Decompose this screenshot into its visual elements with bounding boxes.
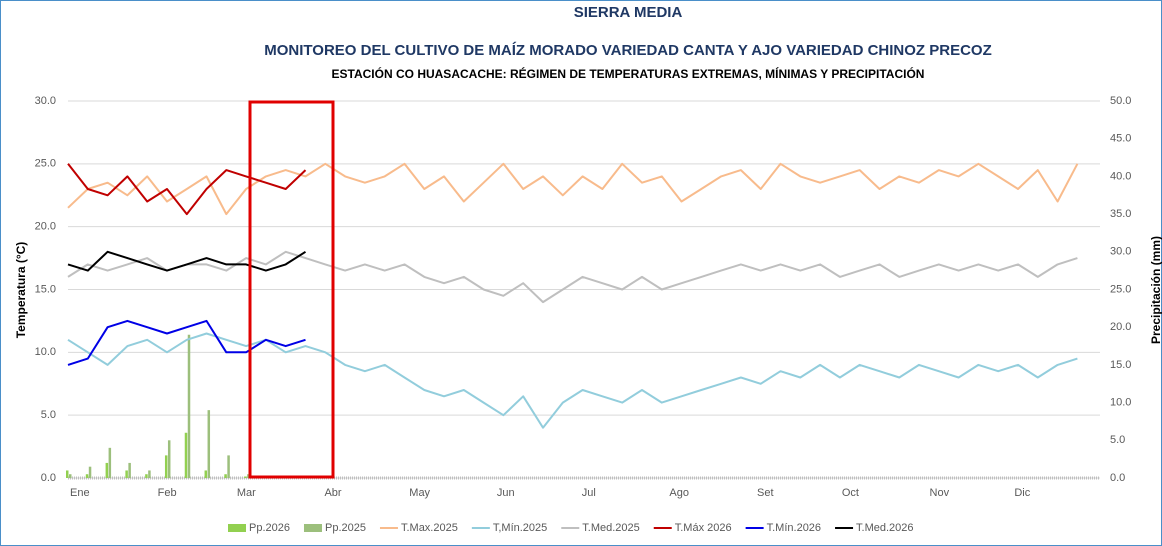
legend-label: T.Máx 2026: [675, 522, 732, 534]
y2-tick-label: 40.0: [1110, 170, 1131, 182]
legend-label: Pp.2025: [325, 522, 366, 534]
x-tick-label: Ago: [669, 487, 689, 499]
bar: [184, 432, 188, 478]
legend-label: T.Med.2026: [856, 522, 913, 534]
legend-label: T,Mín.2025: [493, 522, 547, 534]
y-tick-label: 25.0: [35, 158, 56, 170]
y2-tick-label: 20.0: [1110, 321, 1131, 333]
bar: [244, 476, 247, 478]
y-tick-label: 20.0: [35, 221, 56, 233]
plot-area: 0.0 5.0 10.0 15.0 20.0 25.0 30.0 0.0 5.0 10.0 15.0…: [35, 95, 1132, 499]
x-tick-label: Ene: [70, 487, 90, 499]
bar: [227, 455, 230, 478]
x-tick-label: May: [409, 487, 430, 499]
y-tick-label: 0.0: [41, 472, 56, 484]
legend-swatch: [228, 524, 246, 532]
x-tick-label: Mar: [237, 487, 256, 499]
y2-tick-label: 35.0: [1110, 208, 1131, 220]
y-tick-label: 15.0: [35, 283, 56, 295]
bar: [66, 470, 69, 478]
legend-swatch: [303, 524, 322, 532]
bar: [167, 440, 171, 478]
y-axis-title: Temperatura (°C): [14, 242, 28, 339]
bar: [247, 474, 250, 478]
bar: [204, 470, 208, 478]
y2-tick-label: 5.0: [1110, 434, 1125, 446]
bar: [187, 334, 191, 478]
legend-label: T.Max.2025: [401, 522, 458, 534]
y2-tick-label: 15.0: [1110, 359, 1131, 371]
chart-title: SIERRA MEDIA: [574, 4, 683, 21]
x-tick-label: Feb: [158, 487, 177, 499]
bar: [164, 455, 168, 478]
bar: [69, 474, 72, 478]
bar: [224, 474, 227, 478]
bar: [128, 462, 131, 478]
y-tick-label: 5.0: [41, 409, 56, 421]
highlight-box: [248, 100, 335, 479]
legend-label: T.Med.2025: [582, 522, 639, 534]
x-tick-label: Dic: [1014, 487, 1030, 499]
line: [67, 162, 1079, 216]
y-tick-label: 30.0: [35, 95, 56, 107]
y2-axis-title: Precipitación (mm): [1149, 236, 1162, 344]
x-tick-label: Nov: [930, 487, 950, 499]
y2-tick-label: 25.0: [1110, 283, 1131, 295]
legend: Pp.2026 Pp.2025 T.Max.2025 T,Mín.2025 T.Med.…: [228, 522, 914, 534]
y-tick-label: 10.0: [35, 346, 56, 358]
legend-label: Pp.2026: [249, 522, 290, 534]
line: [67, 332, 1078, 429]
bar: [148, 470, 151, 478]
y2-tick-label: 0.0: [1110, 472, 1125, 484]
x-tick-label: Oct: [842, 487, 859, 499]
bar: [105, 462, 109, 478]
bar: [207, 410, 211, 478]
line: [67, 250, 307, 272]
bar: [125, 470, 128, 478]
legend-label: T.Mín.2026: [767, 522, 821, 534]
bar: [108, 447, 112, 478]
line: [67, 319, 306, 366]
bar: [145, 474, 148, 478]
x-tick-label: Jul: [582, 487, 596, 499]
y2-tick-label: 10.0: [1110, 397, 1131, 409]
y2-tick-label: 30.0: [1110, 246, 1131, 258]
y2-tick-label: 50.0: [1110, 95, 1131, 107]
chart-subtitle: MONITOREO DEL CULTIVO DE MAÍZ MORADO VAR…: [264, 42, 992, 59]
x-tick-label: Abr: [324, 487, 341, 499]
chart-subtitle-2: ESTACIÓN CO HUASACACHE: RÉGIMEN DE TEMPE…: [332, 66, 925, 81]
bar: [85, 474, 89, 478]
line: [67, 163, 307, 216]
y2-tick-label: 45.0: [1110, 133, 1131, 145]
bar: [88, 466, 92, 478]
x-tick-label: Set: [757, 487, 774, 499]
x-tick-label: Jun: [497, 487, 515, 499]
